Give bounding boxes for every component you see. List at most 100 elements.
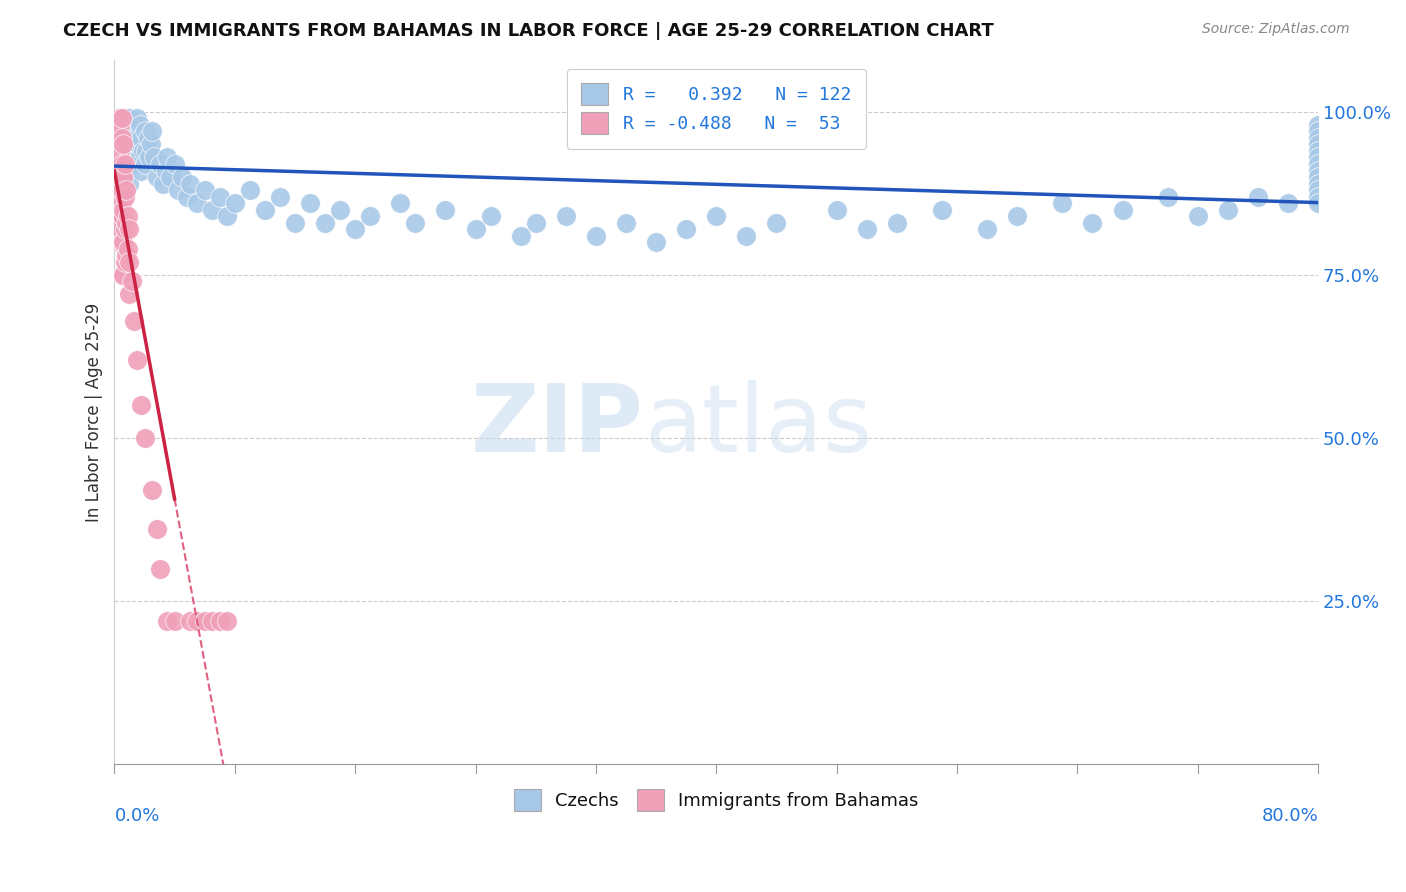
Point — [201, 202, 224, 217]
Y-axis label: In Labor Force | Age 25-29: In Labor Force | Age 25-29 — [86, 302, 103, 522]
Point — [135, 144, 157, 158]
Point — [359, 209, 381, 223]
Point — [132, 144, 155, 158]
Point — [1308, 131, 1330, 145]
Point — [134, 124, 156, 138]
Text: 0.0%: 0.0% — [114, 806, 160, 824]
Point — [434, 202, 457, 217]
Point — [108, 183, 131, 197]
Point — [111, 235, 134, 250]
Point — [114, 255, 136, 269]
Point — [269, 189, 291, 203]
Point — [1216, 202, 1239, 217]
Point — [1308, 183, 1330, 197]
Point — [1308, 196, 1330, 211]
Point — [112, 124, 135, 138]
Point — [115, 124, 138, 138]
Point — [217, 614, 239, 628]
Point — [172, 169, 194, 184]
Point — [479, 209, 502, 223]
Point — [131, 398, 153, 412]
Point — [735, 228, 758, 243]
Point — [121, 118, 143, 132]
Point — [111, 268, 134, 282]
Point — [110, 144, 132, 158]
Point — [110, 118, 132, 132]
Point — [112, 169, 135, 184]
Point — [201, 614, 224, 628]
Point — [1308, 118, 1330, 132]
Point — [138, 151, 160, 165]
Point — [110, 118, 132, 132]
Point — [155, 163, 177, 178]
Point — [329, 202, 352, 217]
Point — [125, 352, 148, 367]
Point — [114, 144, 136, 158]
Point — [156, 614, 179, 628]
Text: 80.0%: 80.0% — [1261, 806, 1319, 824]
Text: ZIP: ZIP — [471, 380, 644, 472]
Point — [139, 137, 162, 152]
Text: CZECH VS IMMIGRANTS FROM BAHAMAS IN LABOR FORCE | AGE 25-29 CORRELATION CHART: CZECH VS IMMIGRANTS FROM BAHAMAS IN LABO… — [63, 22, 994, 40]
Point — [284, 216, 307, 230]
Point — [129, 151, 152, 165]
Point — [111, 112, 134, 126]
Point — [114, 163, 136, 178]
Point — [1308, 157, 1330, 171]
Point — [145, 169, 167, 184]
Point — [524, 216, 547, 230]
Point — [115, 163, 138, 178]
Point — [117, 131, 139, 145]
Point — [112, 268, 135, 282]
Point — [136, 131, 159, 145]
Point — [112, 157, 135, 171]
Point — [509, 228, 531, 243]
Point — [111, 124, 134, 138]
Point — [108, 131, 131, 145]
Point — [107, 157, 129, 171]
Point — [108, 157, 131, 171]
Point — [125, 112, 148, 126]
Point — [704, 209, 727, 223]
Point — [111, 157, 134, 171]
Point — [124, 131, 146, 145]
Point — [1081, 216, 1104, 230]
Point — [1308, 124, 1330, 138]
Point — [115, 248, 138, 262]
Point — [131, 131, 153, 145]
Point — [134, 431, 156, 445]
Point — [125, 131, 148, 145]
Point — [118, 287, 141, 301]
Point — [111, 169, 134, 184]
Point — [117, 242, 139, 256]
Point — [117, 209, 139, 223]
Point — [208, 189, 231, 203]
Point — [114, 222, 136, 236]
Point — [765, 216, 787, 230]
Point — [163, 157, 186, 171]
Point — [208, 614, 231, 628]
Point — [118, 124, 141, 138]
Point — [118, 177, 141, 191]
Point — [111, 137, 134, 152]
Point — [156, 151, 179, 165]
Point — [118, 137, 141, 152]
Point — [114, 124, 136, 138]
Point — [112, 202, 135, 217]
Point — [298, 196, 321, 211]
Point — [253, 202, 276, 217]
Point — [118, 255, 141, 269]
Point — [825, 202, 848, 217]
Point — [464, 222, 486, 236]
Point — [118, 112, 141, 126]
Point — [179, 177, 201, 191]
Point — [186, 196, 208, 211]
Point — [129, 118, 152, 132]
Point — [110, 196, 132, 211]
Point — [152, 177, 174, 191]
Point — [111, 183, 134, 197]
Point — [314, 216, 336, 230]
Point — [114, 189, 136, 203]
Point — [112, 112, 135, 126]
Point — [1308, 144, 1330, 158]
